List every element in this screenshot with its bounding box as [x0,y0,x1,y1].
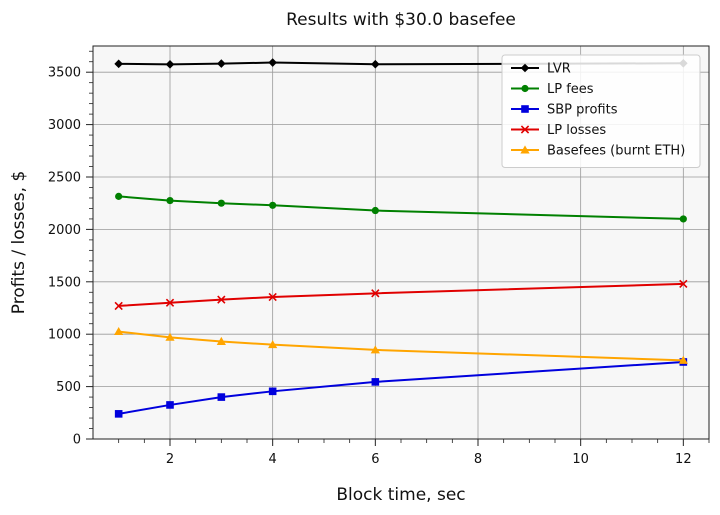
x-axis-label: Block time, sec [336,485,465,505]
legend-box [501,54,701,168]
data-point-lp-fees [217,199,225,207]
legend-marker [521,84,529,93]
data-point-lp-losses [217,295,226,304]
data-point-lp-fees [371,206,379,215]
data-point-basefees-burnt-eth [268,340,278,349]
legend-item-sbp-profits: SBP profits [511,103,618,118]
legend-marker [520,145,530,154]
data-point-lvr [371,59,380,69]
y-axis-label: Profits / losses, $ [9,171,29,315]
x-tick-label: 2 [166,452,174,467]
series-line-lp-fees [118,195,684,220]
data-point-lvr [165,60,175,69]
data-point-lvr [114,59,123,69]
series-basefees-burnt-eth [114,326,688,364]
y-tick-label: 2000 [48,223,81,238]
data-point-lp-losses [371,289,380,298]
axes: 2 4 6 8 10 12 0 500 1000 1500 2000 2500 3000 3500 [48,50,710,467]
x-tick-label: 10 [572,452,589,467]
data-point-sbp-profits [114,410,123,418]
data-point-lp-losses [114,301,123,311]
legend-marker [520,63,530,73]
data-point-lp-fees [679,215,687,223]
grid [93,46,709,440]
data-point-sbp-profits [371,378,380,386]
data-point-lp-fees [166,196,174,205]
x-tick-label: 8 [474,452,482,467]
x-tick-label: 6 [371,452,379,467]
data-point-lp-losses [165,298,175,307]
data-point-sbp-profits [166,401,174,409]
legend-label: SBP profits [547,103,618,118]
series-line-sbp-profits [118,360,684,415]
legend-item-lp-losses: LP losses [511,123,606,138]
legend-label: Basefees (burnt ETH) [547,144,685,159]
data-point-lvr [217,59,226,68]
y-tick-label: 3500 [48,66,81,81]
series-line-lp-losses [118,282,684,307]
series-lp-losses [114,279,688,311]
data-point-lp-losses [679,279,688,289]
data-point-basefees-burnt-eth [370,345,380,354]
x-tick-label: 12 [675,452,692,467]
series-lp-fees [115,192,687,223]
legend-marker [521,105,529,113]
y-tick-label: 2500 [48,171,81,186]
legend-label: LP fees [547,82,594,97]
data-point-lp-fees [269,201,277,209]
y-tick-label: 1500 [48,275,81,290]
series-layer [114,58,688,418]
series-line-basefees-burnt-eth [118,330,684,362]
series-line-lvr [118,61,684,66]
data-point-basefees-burnt-eth [114,326,124,336]
data-point-basefees-burnt-eth [678,355,688,364]
legend-label: LP losses [547,123,606,138]
data-point-sbp-profits [217,393,226,401]
legend-item-lvr: LVR [511,62,571,77]
chart-title: Results with $30.0 basefee [286,10,516,30]
legend-marker [520,125,530,134]
legend-item-basefees-burnt-eth: Basefees (burnt ETH) [511,144,685,159]
y-tick-label: 500 [56,380,81,395]
y-tick-label: 1000 [48,328,81,343]
data-point-lvr [268,58,277,67]
data-point-sbp-profits [268,387,277,396]
x-tick-label: 4 [269,452,277,467]
data-point-lp-fees [115,192,123,200]
y-tick-label: 3000 [48,118,81,133]
y-tick-label: 0 [73,433,81,448]
legend-item-lp-fees: LP fees [511,82,594,97]
legend: LVR LP fees SBP profits LP losses Basefees (… [501,54,701,168]
data-point-basefees-burnt-eth [165,332,175,341]
legend-label: LVR [547,62,571,77]
data-point-lp-losses [268,292,277,302]
data-point-basefees-burnt-eth [216,336,226,345]
